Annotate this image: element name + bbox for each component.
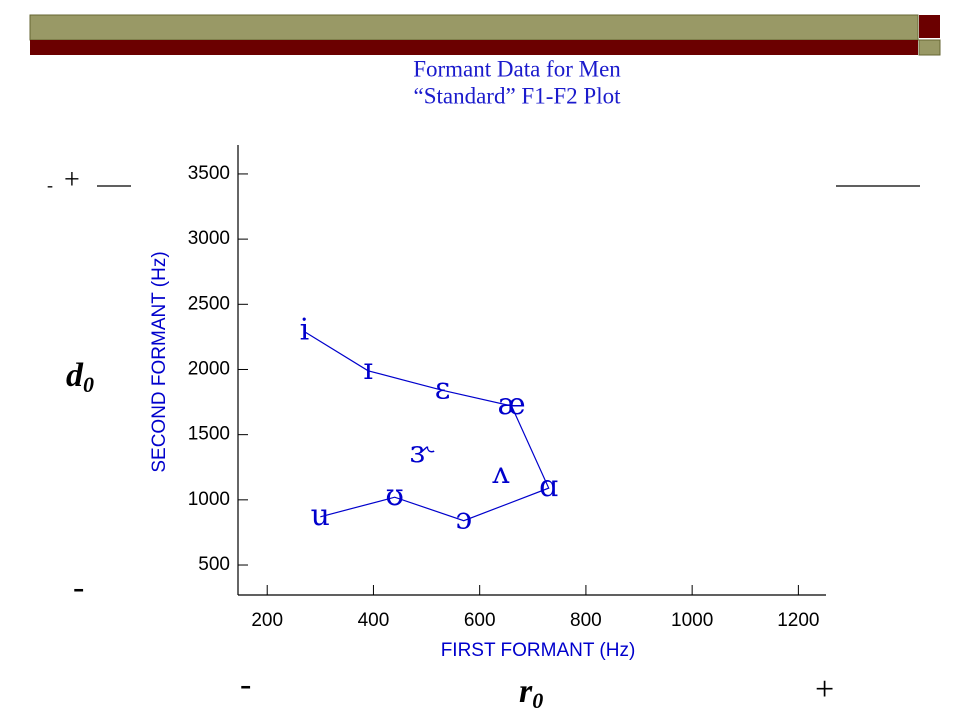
x-tick-label: 1000 (671, 610, 713, 631)
sign: + (64, 164, 80, 195)
header-band (29, 14, 919, 41)
vowel-point: æ (497, 387, 525, 422)
y-tick-label: 1500 (188, 424, 230, 445)
sign: - (47, 175, 53, 195)
y-tick-label: 500 (198, 554, 230, 575)
letter: r (519, 673, 533, 710)
y-tick-label: 3000 (188, 228, 230, 249)
y-tick-label: 3500 (188, 163, 230, 184)
x-tick-label: 400 (358, 610, 390, 631)
vowel-point: ɔ (455, 502, 472, 537)
corner-square (918, 39, 941, 56)
y-axis-label: SECOND FORMANT (Hz) (149, 251, 170, 472)
sign: + (815, 671, 834, 708)
vowel-line (304, 331, 550, 522)
r0-label: r0 (519, 673, 543, 713)
x-tick-label: 1200 (777, 610, 819, 631)
letter: d (66, 357, 84, 394)
vowel-point: ɛ (435, 371, 451, 406)
x-tick-label: 600 (464, 610, 496, 631)
y-tick-label: 2000 (188, 358, 230, 379)
sign: - (73, 569, 84, 606)
vowel-point: ɑ (539, 469, 558, 504)
d0-label: d0 (66, 357, 94, 397)
vowel-point: ʌ (491, 456, 509, 491)
corner-square (919, 15, 940, 38)
sign: - (240, 666, 251, 703)
subscript: 0 (532, 688, 543, 713)
chart-subtitle: “Standard” F1-F2 Plot (414, 83, 622, 108)
vowel-point: ʊ (385, 478, 404, 513)
plot: 500 1000 1500 2000 2500 3000 3500 200 400 600 800 1… (149, 145, 826, 661)
vowel-point: ɪ (363, 352, 373, 387)
x-axis-label: FIRST FORMANT (Hz) (441, 640, 636, 661)
header-band-dark (30, 40, 918, 55)
vowel-point: u (311, 498, 330, 533)
vowel-point: i (300, 313, 310, 348)
subscript: 0 (83, 372, 94, 397)
y-tick-label: 1000 (188, 489, 230, 510)
y-tick-label: 2500 (188, 293, 230, 314)
chart-title: Formant Data for Men (413, 56, 621, 81)
vowel-point: ɝ (410, 435, 435, 470)
x-tick-label: 800 (570, 610, 602, 631)
x-tick-label: 200 (251, 610, 283, 631)
